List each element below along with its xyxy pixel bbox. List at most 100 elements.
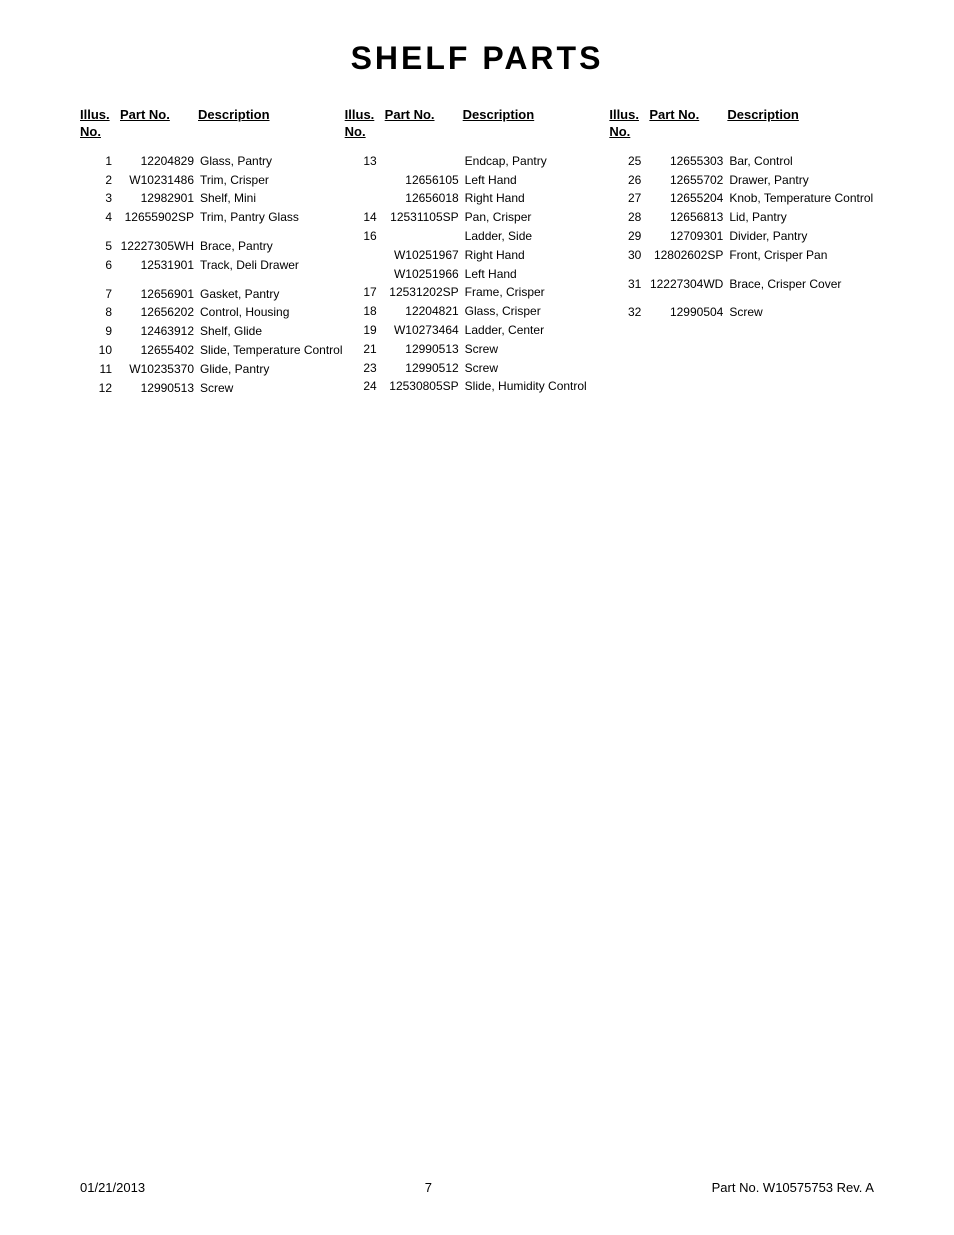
part-no: 12655303	[649, 153, 727, 170]
description: Right Hand	[463, 190, 610, 207]
header-illus-2: No.	[80, 124, 101, 139]
header-illus-1: Illus.	[345, 107, 375, 122]
column-header: Illus. No. Part No. Description	[80, 107, 345, 141]
illus-no: 23	[345, 360, 385, 377]
header-illus-1: Illus.	[80, 107, 110, 122]
part-no: 12656018	[385, 190, 463, 207]
illus-no: 31	[609, 276, 649, 293]
column-2: Illus. No. Part No. Description 13Endcap…	[345, 107, 610, 398]
illus-no: 27	[609, 190, 649, 207]
illus-no: 8	[80, 304, 120, 321]
parts-columns: Illus. No. Part No. Description 11220482…	[0, 107, 954, 398]
description: Slide, Humidity Control	[463, 378, 610, 395]
part-no: 12656901	[120, 286, 198, 303]
illus-no: 4	[80, 209, 120, 226]
part-no: 12655204	[649, 190, 727, 207]
description: Gasket, Pantry	[198, 286, 345, 303]
illus-no: 5	[80, 238, 120, 255]
table-row: 2W10231486Trim, Crisper	[80, 172, 345, 189]
header-illus-2: No.	[609, 124, 630, 139]
part-no: 12531105SP	[385, 209, 463, 226]
table-row: 912463912Shelf, Glide	[80, 323, 345, 340]
table-row: 2112990513Screw	[345, 341, 610, 358]
illus-no: 12	[80, 380, 120, 397]
illus-no: 6	[80, 257, 120, 274]
description: Track, Deli Drawer	[198, 257, 345, 274]
part-no: 12227304WD	[649, 276, 727, 293]
description: Control, Housing	[198, 304, 345, 321]
header-desc: Description	[198, 107, 270, 141]
header-illus-1: Illus.	[609, 107, 639, 122]
illus-no: 24	[345, 378, 385, 395]
description: Slide, Temperature Control	[198, 342, 345, 359]
footer-rev: Part No. W10575753 Rev. A	[712, 1180, 874, 1195]
part-no: 12530805SP	[385, 378, 463, 395]
table-row: 112204829Glass, Pantry	[80, 153, 345, 170]
illus-no: 7	[80, 286, 120, 303]
table-row: 12656018Right Hand	[345, 190, 610, 207]
illus-no: 2	[80, 172, 120, 189]
part-no: W10231486	[120, 172, 198, 189]
description: Ladder, Side	[463, 228, 610, 245]
description: Brace, Pantry	[198, 238, 345, 255]
part-no: 12990504	[649, 304, 727, 321]
illus-no: 9	[80, 323, 120, 340]
table-row: 1712531202SPFrame, Crisper	[345, 284, 610, 301]
description: Glass, Pantry	[198, 153, 345, 170]
description: Pan, Crisper	[463, 209, 610, 226]
column-header: Illus. No. Part No. Description	[609, 107, 874, 141]
table-row: 19W10273464Ladder, Center	[345, 322, 610, 339]
illus-no: 29	[609, 228, 649, 245]
part-no: 12655702	[649, 172, 727, 189]
description: Lid, Pantry	[727, 209, 874, 226]
table-row: 3012802602SPFront, Crisper Pan	[609, 247, 874, 264]
table-row: 2912709301Divider, Pantry	[609, 228, 874, 245]
header-part: Part No.	[649, 107, 727, 141]
part-no: 12655402	[120, 342, 198, 359]
column-header: Illus. No. Part No. Description	[345, 107, 610, 141]
part-no: 12227305WH	[120, 238, 198, 255]
page-footer: 01/21/2013 7 Part No. W10575753 Rev. A	[0, 1180, 954, 1195]
table-row: 812656202Control, Housing	[80, 304, 345, 321]
table-row: 2412530805SPSlide, Humidity Control	[345, 378, 610, 395]
part-no: 12463912	[120, 323, 198, 340]
description: Frame, Crisper	[463, 284, 610, 301]
header-illus-2: No.	[345, 124, 366, 139]
table-row: W10251967Right Hand	[345, 247, 610, 264]
table-row: 2712655204Knob, Temperature Control	[609, 190, 874, 207]
table-row: 312982901Shelf, Mini	[80, 190, 345, 207]
part-no: W10273464	[385, 322, 463, 339]
description: Left Hand	[463, 266, 610, 283]
illus-no: 13	[345, 153, 385, 170]
part-no: W10251967	[385, 247, 463, 264]
header-desc: Description	[463, 107, 535, 141]
table-row: 11W10235370Glide, Pantry	[80, 361, 345, 378]
description: Glide, Pantry	[198, 361, 345, 378]
table-row: 12656105Left Hand	[345, 172, 610, 189]
illus-no: 32	[609, 304, 649, 321]
table-row: 612531901Track, Deli Drawer	[80, 257, 345, 274]
part-no: W10235370	[120, 361, 198, 378]
description: Brace, Crisper Cover	[727, 276, 874, 293]
table-row: 1412531105SPPan, Crisper	[345, 209, 610, 226]
description: Glass, Crisper	[463, 303, 610, 320]
table-row: 2812656813Lid, Pantry	[609, 209, 874, 226]
table-row: 3112227304WDBrace, Crisper Cover	[609, 276, 874, 293]
description: Shelf, Glide	[198, 323, 345, 340]
part-no: 12655902SP	[120, 209, 198, 226]
description: Screw	[727, 304, 874, 321]
description: Trim, Pantry Glass	[198, 209, 345, 226]
illus-no: 26	[609, 172, 649, 189]
table-row: W10251966Left Hand	[345, 266, 610, 283]
illus-no: 30	[609, 247, 649, 264]
table-row: 712656901Gasket, Pantry	[80, 286, 345, 303]
header-desc: Description	[727, 107, 799, 141]
page-title: SHELF PARTS	[0, 0, 954, 107]
illus-no: 10	[80, 342, 120, 359]
illus-no: 3	[80, 190, 120, 207]
part-no: 12709301	[649, 228, 727, 245]
table-row: 1012655402Slide, Temperature Control	[80, 342, 345, 359]
table-row: 16Ladder, Side	[345, 228, 610, 245]
description: Ladder, Center	[463, 322, 610, 339]
part-no: 12531202SP	[385, 284, 463, 301]
